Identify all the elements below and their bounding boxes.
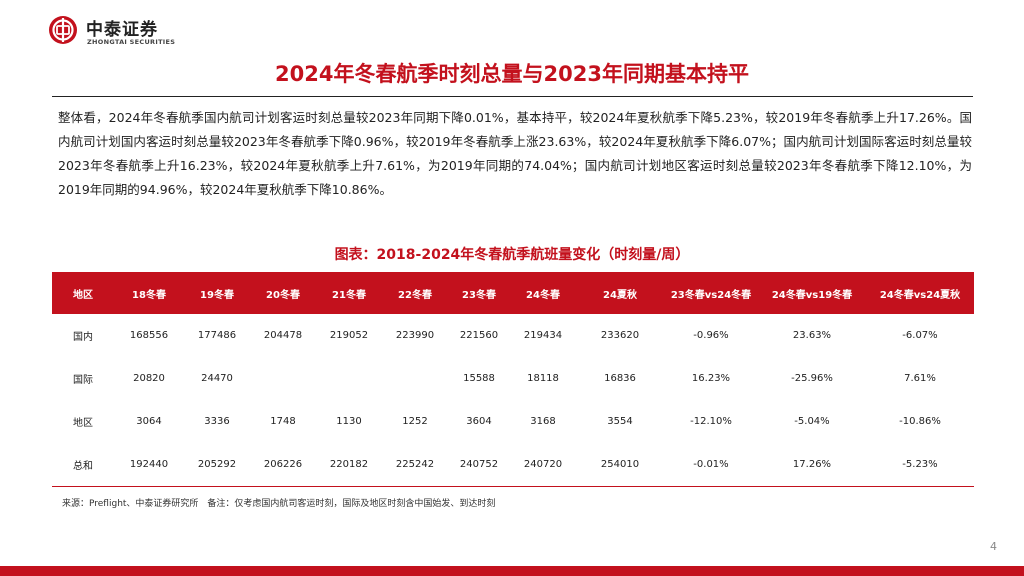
table-cell — [316, 357, 382, 400]
table-cell: 16836 — [576, 357, 664, 400]
table-cell: -12.10% — [664, 400, 758, 443]
table-cell: 192440 — [114, 443, 184, 486]
title-divider — [52, 96, 973, 97]
header-cell: 24冬春 — [510, 272, 576, 314]
table-cell: -6.07% — [866, 314, 974, 357]
table-row: 总和 192440 205292 206226 220182 225242 24… — [52, 443, 974, 486]
table-cell: 总和 — [52, 443, 114, 486]
table-cell: 国内 — [52, 314, 114, 357]
table-cell: 219052 — [316, 314, 382, 357]
header: 中泰证券 ZHONGTAI SECURITIES — [0, 0, 1024, 54]
table-cell: 204478 — [250, 314, 316, 357]
table-cell: -0.96% — [664, 314, 758, 357]
footer-bar — [0, 566, 1024, 576]
table-bottom-rule — [52, 486, 974, 487]
table-cell: 3554 — [576, 400, 664, 443]
table-cell: 177486 — [184, 314, 250, 357]
flight-schedule-table: 地区 18冬春 19冬春 20冬春 21冬春 22冬春 23冬春 24冬春 24… — [52, 272, 974, 486]
table-cell: -0.01% — [664, 443, 758, 486]
table-cell: 220182 — [316, 443, 382, 486]
table-cell: 219434 — [510, 314, 576, 357]
header-cell: 24冬春vs19冬春 — [758, 272, 866, 314]
table-title: 图表：2018-2024年冬春航季航班量变化（时刻量/周） — [0, 244, 1024, 264]
table-cell: 20820 — [114, 357, 184, 400]
zhongtai-logo-icon — [48, 15, 78, 45]
table-cell: 206226 — [250, 443, 316, 486]
table-cell: 7.61% — [866, 357, 974, 400]
table-cell: 240720 — [510, 443, 576, 486]
table-cell: -5.23% — [866, 443, 974, 486]
table-cell: -25.96% — [758, 357, 866, 400]
data-table-container: 地区 18冬春 19冬春 20冬春 21冬春 22冬春 23冬春 24冬春 24… — [52, 272, 974, 486]
table-cell: 国际 — [52, 357, 114, 400]
table-cell: 3604 — [448, 400, 510, 443]
table-cell: 1252 — [382, 400, 448, 443]
table-cell: 3336 — [184, 400, 250, 443]
table-cell: 地区 — [52, 400, 114, 443]
header-cell: 22冬春 — [382, 272, 448, 314]
table-row: 国内 168556 177486 204478 219052 223990 22… — [52, 314, 974, 357]
table-row: 地区 3064 3336 1748 1130 1252 3604 3168 35… — [52, 400, 974, 443]
header-cell: 23冬春 — [448, 272, 510, 314]
table-cell: 225242 — [382, 443, 448, 486]
table-cell: 1130 — [316, 400, 382, 443]
table-cell: 254010 — [576, 443, 664, 486]
table-cell: 15588 — [448, 357, 510, 400]
summary-text: 整体看，2024年冬春航季国内航司计划客运时刻总量较2023年同期下降0.01%… — [58, 106, 972, 202]
table-row: 国际 20820 24470 15588 18118 16836 16.23% … — [52, 357, 974, 400]
header-cell: 地区 — [52, 272, 114, 314]
page-title: 2024年冬春航季时刻总量与2023年同期基本持平 — [0, 58, 1024, 88]
table-cell — [382, 357, 448, 400]
summary-paragraph: 整体看，2024年冬春航季国内航司计划客运时刻总量较2023年同期下降0.01%… — [58, 106, 972, 202]
table-cell: -10.86% — [866, 400, 974, 443]
table-cell: 205292 — [184, 443, 250, 486]
table-cell: 223990 — [382, 314, 448, 357]
table-cell: 16.23% — [664, 357, 758, 400]
table-cell: 233620 — [576, 314, 664, 357]
table-cell: 18118 — [510, 357, 576, 400]
table-cell: -5.04% — [758, 400, 866, 443]
table-cell: 168556 — [114, 314, 184, 357]
logo-subtext: ZHONGTAI SECURITIES — [87, 38, 175, 46]
header-cell: 24夏秋 — [576, 272, 664, 314]
header-cell: 21冬春 — [316, 272, 382, 314]
table-cell — [250, 357, 316, 400]
table-cell: 17.26% — [758, 443, 866, 486]
header-cell: 23冬春vs24冬春 — [664, 272, 758, 314]
table-cell: 3064 — [114, 400, 184, 443]
header-cell: 24冬春vs24夏秋 — [866, 272, 974, 314]
table-cell: 23.63% — [758, 314, 866, 357]
header-cell: 19冬春 — [184, 272, 250, 314]
table-cell: 221560 — [448, 314, 510, 357]
logo-text: 中泰证券 — [86, 15, 158, 40]
table-cell: 1748 — [250, 400, 316, 443]
page-number: 4 — [990, 540, 997, 553]
table-header-row: 地区 18冬春 19冬春 20冬春 21冬春 22冬春 23冬春 24冬春 24… — [52, 272, 974, 314]
header-cell: 18冬春 — [114, 272, 184, 314]
header-cell: 20冬春 — [250, 272, 316, 314]
table-cell: 24470 — [184, 357, 250, 400]
table-cell: 3168 — [510, 400, 576, 443]
table-cell: 240752 — [448, 443, 510, 486]
source-note: 来源：Preflight、中泰证券研究所 备注：仅考虑国内航司客运时刻，国际及地… — [62, 496, 495, 509]
